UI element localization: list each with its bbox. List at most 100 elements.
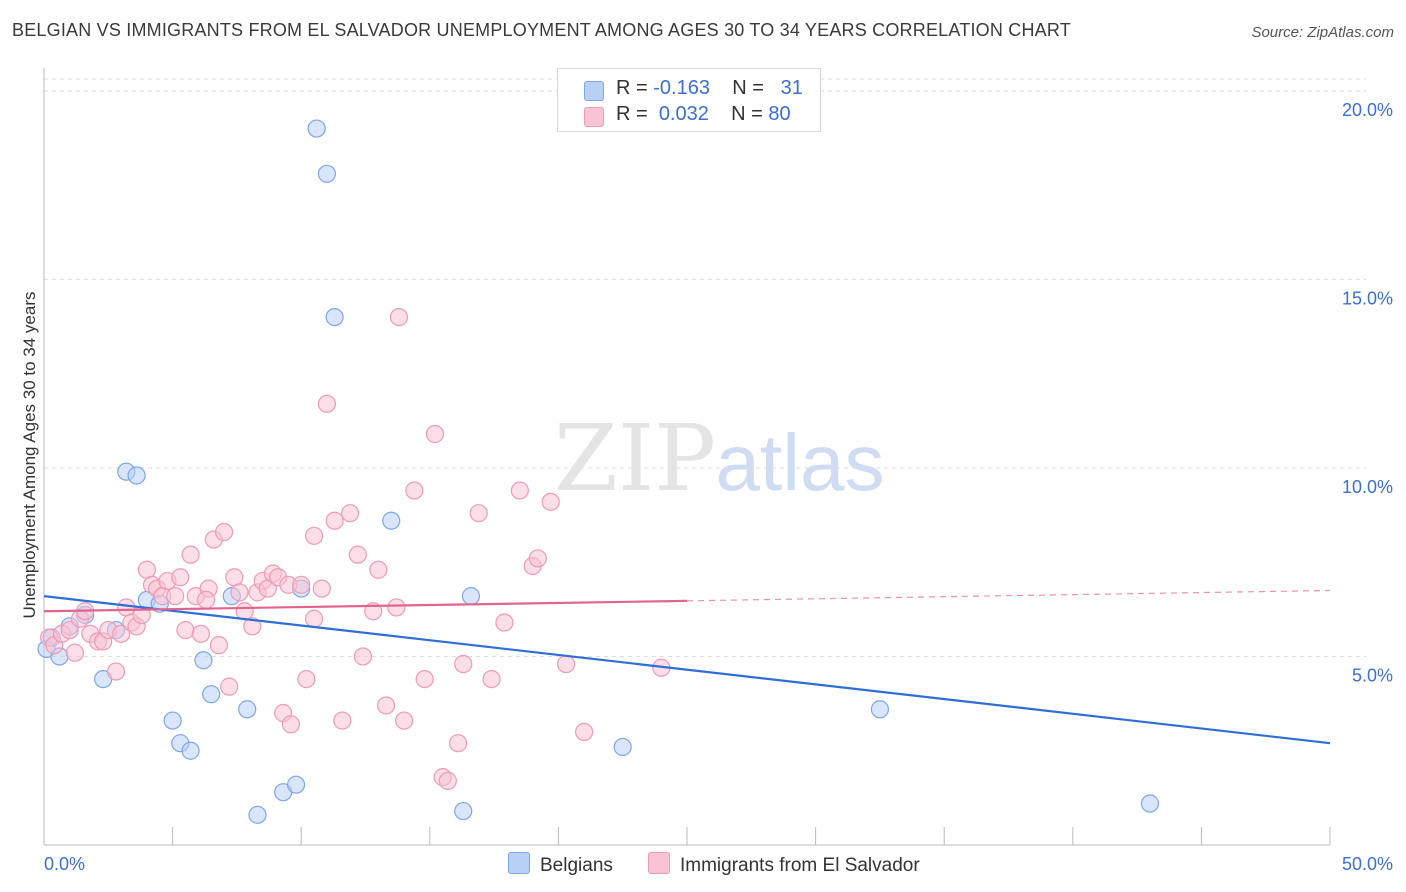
point-elsalvador	[425, 424, 445, 444]
r-value-belgians: -0.163	[653, 77, 710, 99]
point-elsalvador	[369, 560, 388, 579]
point-elsalvador	[281, 715, 301, 734]
n-label: N =	[732, 77, 770, 99]
point-elsalvador	[220, 677, 239, 696]
point-belgians	[461, 587, 481, 606]
y-tick-label: 20.0%	[1342, 100, 1393, 120]
point-elsalvador	[541, 492, 560, 511]
point-elsalvador	[60, 620, 79, 640]
point-elsalvador	[482, 669, 501, 689]
point-elsalvador	[106, 662, 126, 681]
belgians-legend-swatch	[508, 852, 530, 874]
point-elsalvador	[304, 526, 324, 545]
trend-line-dashed-elsalvador	[686, 589, 1331, 602]
point-elsalvador	[243, 617, 262, 636]
point-elsalvador	[495, 613, 514, 632]
point-elsalvador	[389, 307, 409, 327]
r-value-elsalvador: 0.032	[658, 103, 709, 125]
x-tick-label: 50.0%	[1342, 854, 1393, 874]
watermark: ZIP atlas	[554, 405, 885, 512]
point-elsalvador	[376, 696, 396, 715]
legend-label-elsalvador: Immigrants from El Salvador	[680, 855, 920, 876]
point-elsalvador	[230, 583, 249, 602]
r-label: R =	[616, 103, 654, 125]
y-tick-label: 5.0%	[1352, 665, 1393, 685]
belgians-swatch	[584, 81, 604, 101]
point-elsalvador	[510, 481, 529, 500]
point-elsalvador	[176, 620, 195, 640]
point-elsalvador	[292, 575, 311, 594]
y-tick-label: 10.0%	[1342, 477, 1393, 497]
point-elsalvador	[65, 643, 84, 662]
point-belgians	[454, 801, 473, 821]
legend-item-elsalvador: Immigrants from El Salvador	[648, 852, 920, 877]
point-elsalvador	[304, 609, 324, 628]
point-belgians	[202, 685, 221, 704]
point-elsalvador	[387, 598, 406, 617]
point-elsalvador	[196, 590, 216, 610]
n-value-belgians: 31	[780, 77, 803, 99]
point-elsalvador	[348, 545, 367, 564]
trend-line-belgians	[43, 595, 1331, 745]
point-elsalvador	[454, 654, 473, 674]
point-belgians	[325, 307, 344, 327]
legend-label-belgians: Belgians	[540, 855, 613, 876]
point-elsalvador	[191, 624, 210, 643]
point-belgians	[238, 700, 257, 719]
point-elsalvador	[171, 568, 190, 587]
point-belgians	[317, 164, 337, 183]
point-elsalvador	[528, 549, 547, 568]
trend-layer	[43, 589, 1331, 745]
correlation-legend: R = -0.163 N = 31 R = 0.032 N = 80	[557, 68, 821, 132]
point-belgians	[382, 511, 401, 530]
point-elsalvador	[214, 522, 234, 542]
point-belgians	[194, 651, 213, 670]
point-elsalvador	[225, 568, 244, 587]
point-belgians	[286, 775, 306, 794]
point-elsalvador	[415, 669, 434, 689]
point-elsalvador	[353, 647, 373, 666]
source-label: Source: ZipAtlas.com	[1251, 24, 1394, 41]
elsalvador-swatch	[584, 107, 604, 127]
trend-line-elsalvador	[43, 599, 688, 613]
point-belgians	[181, 741, 200, 760]
point-elsalvador	[405, 481, 424, 500]
point-elsalvador	[575, 722, 594, 741]
point-belgians	[613, 737, 632, 757]
n-label: N =	[731, 103, 769, 125]
point-belgians	[127, 466, 146, 485]
point-belgians	[163, 711, 182, 730]
y-tick-label: 15.0%	[1342, 288, 1393, 308]
points-layer	[37, 119, 1160, 824]
point-elsalvador	[312, 579, 331, 598]
point-belgians	[1140, 794, 1160, 813]
y-axis-label: Unemployment Among Ages 30 to 34 years	[20, 291, 39, 619]
point-elsalvador	[137, 560, 156, 579]
n-value-elsalvador: 80	[768, 103, 791, 125]
point-elsalvador	[438, 771, 457, 790]
watermark-atlas: atlas	[716, 418, 885, 507]
point-belgians	[870, 700, 890, 719]
point-belgians	[307, 119, 326, 138]
point-elsalvador	[181, 545, 200, 564]
point-elsalvador	[317, 394, 337, 413]
point-elsalvador	[297, 669, 316, 689]
point-elsalvador	[325, 511, 344, 530]
point-elsalvador	[235, 602, 254, 621]
watermark-zip: ZIP	[554, 405, 716, 512]
point-elsalvador	[112, 624, 131, 643]
point-elsalvador	[448, 734, 468, 753]
labels-layer: 5.0% 10.0% 15.0% 20.0% 0.0% 50.0%	[44, 100, 1393, 874]
point-elsalvador	[394, 711, 414, 730]
x-tick-label: 0.0%	[44, 854, 85, 874]
point-elsalvador	[117, 598, 136, 617]
chart-title: BELGIAN VS IMMIGRANTS FROM EL SALVADOR U…	[12, 20, 1071, 40]
point-belgians	[248, 805, 267, 824]
elsalvador-legend-swatch	[648, 852, 670, 874]
point-elsalvador	[557, 654, 576, 674]
axes-layer	[43, 68, 1331, 846]
point-elsalvador	[209, 636, 228, 655]
legend-item-belgians: Belgians	[508, 852, 613, 877]
point-elsalvador	[333, 711, 352, 730]
